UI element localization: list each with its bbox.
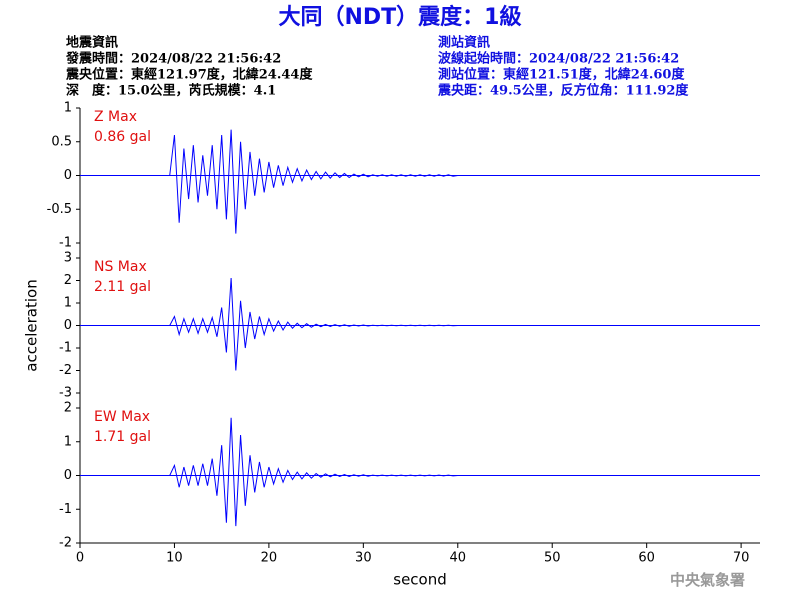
- y-tick-label: 1: [64, 101, 72, 116]
- x-tick-label: 50: [544, 551, 561, 566]
- y-tick-label: 1: [64, 296, 72, 311]
- y-tick-label: 0: [64, 168, 72, 183]
- y-tick-label: -1: [59, 341, 72, 356]
- x-tick-label: 60: [638, 551, 655, 566]
- x-axis-label: second: [393, 571, 447, 589]
- annotation: EW Max: [94, 409, 150, 425]
- x-tick-label: 20: [261, 551, 278, 566]
- info-left: 深 度：15.0公里，芮氏規模：4.1: [66, 83, 276, 99]
- footer: 中央氣象署: [670, 571, 745, 589]
- y-tick-label: -1: [59, 236, 72, 251]
- chart-title: 大同（NDT）震度：1級: [279, 4, 522, 30]
- y-tick-label: -1: [59, 502, 72, 517]
- waveform: [169, 417, 760, 527]
- annotation: 0.86 gal: [94, 129, 151, 145]
- info-left: 震央位置：東經121.97度，北緯24.44度: [65, 67, 313, 83]
- y-tick-label: -2: [59, 363, 72, 378]
- annotation: 1.71 gal: [94, 429, 151, 445]
- waveform: [169, 277, 760, 371]
- x-tick-label: 0: [76, 551, 84, 566]
- x-tick-label: 30: [355, 551, 372, 566]
- y-tick-label: 2: [64, 273, 72, 288]
- annotation: NS Max: [94, 259, 147, 275]
- info-right: 測站資訊: [438, 35, 490, 51]
- info-left: 發震時間：2024/08/22 21:56:42: [65, 51, 281, 67]
- annotation: Z Max: [94, 109, 137, 125]
- x-tick-label: 40: [450, 551, 467, 566]
- y-tick-label: -3: [59, 386, 72, 401]
- y-tick-label: 1: [64, 434, 72, 449]
- info-right: 震央距：49.5公里，反方位角：111.92度: [437, 83, 689, 99]
- x-tick-label: 70: [733, 551, 750, 566]
- info-right: 測站位置：東經121.51度，北緯24.60度: [438, 67, 685, 83]
- annotation: 2.11 gal: [94, 279, 151, 295]
- info-right: 波線起始時間：2024/08/22 21:56:42: [438, 51, 679, 67]
- y-tick-label: 2: [64, 401, 72, 416]
- y-axis-label: acceleration: [23, 279, 41, 371]
- y-tick-label: 0: [64, 318, 72, 333]
- y-tick-label: -0.5: [47, 202, 72, 217]
- info-left: 地震資訊: [66, 35, 118, 51]
- y-tick-label: -2: [59, 536, 72, 551]
- waveform: [169, 129, 760, 234]
- y-tick-label: 0: [64, 468, 72, 483]
- y-tick-label: 3: [64, 251, 72, 266]
- x-tick-label: 10: [166, 551, 183, 566]
- y-tick-label: 0.5: [51, 134, 72, 149]
